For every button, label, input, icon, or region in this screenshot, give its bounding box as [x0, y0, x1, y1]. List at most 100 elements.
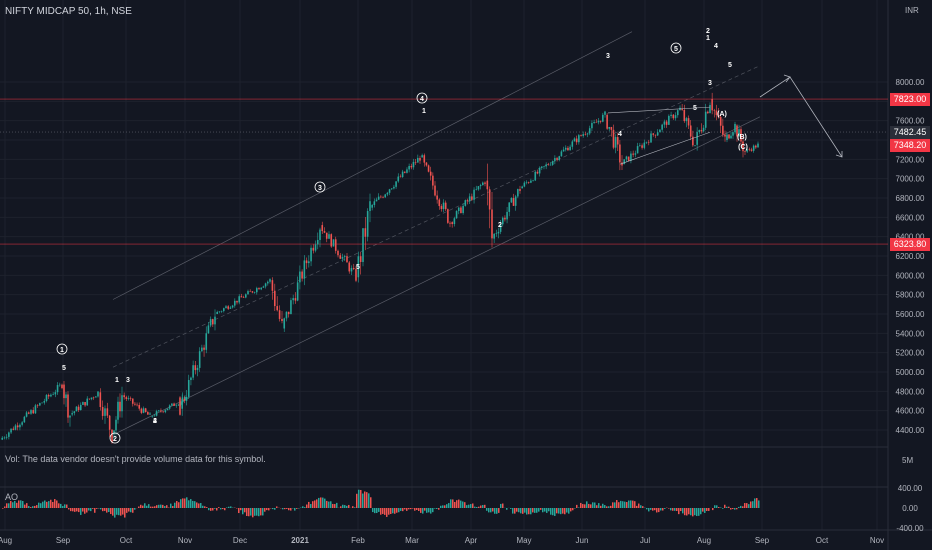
ao-label[interactable]: AO: [5, 492, 19, 502]
candle-body: [709, 104, 711, 114]
ao-bar: [552, 508, 554, 516]
candle-body: [661, 124, 663, 130]
ao-bar: [100, 508, 102, 510]
candle-body: [442, 202, 445, 210]
candle-body: [45, 394, 48, 401]
price-tick-label: 4600.00: [896, 407, 925, 416]
candle-body: [549, 164, 552, 166]
ao-bar: [12, 502, 14, 508]
ao-bar: [372, 508, 374, 513]
ao-bar: [308, 501, 310, 508]
price-tick-label: 5200.00: [896, 349, 925, 358]
ao-bar: [434, 508, 436, 509]
candle-body: [256, 288, 258, 293]
candle-body: [43, 400, 46, 403]
ao-bar: [754, 498, 756, 508]
ao-bar: [104, 508, 106, 511]
candle-body: [303, 260, 306, 279]
ao-bar: [492, 508, 494, 512]
candle-body: [508, 202, 511, 212]
ao-bar: [96, 508, 98, 509]
volume-axis-label: 5M: [902, 456, 913, 465]
ao-bar: [342, 504, 344, 508]
candle-body: [115, 419, 117, 431]
ao-tick-label: -400.00: [896, 524, 924, 533]
candle-body: [56, 385, 59, 393]
candle-body: [650, 133, 652, 143]
candle-body: [447, 209, 449, 223]
ao-bar: [556, 508, 558, 514]
candle-body: [67, 394, 69, 418]
candle-body: [283, 318, 286, 329]
ao-bar: [78, 508, 80, 513]
ao-bar: [244, 508, 246, 513]
candle-body: [328, 234, 330, 239]
ao-bar: [274, 508, 276, 510]
candle-body: [69, 415, 71, 418]
candle-body: [610, 127, 613, 130]
ao-bar: [744, 503, 746, 508]
time-tick-label: Sep: [56, 536, 71, 545]
ao-bar: [326, 500, 328, 508]
candle-body: [419, 157, 421, 161]
ao-bar: [664, 508, 666, 509]
ao-bar: [604, 505, 606, 508]
candle-body: [616, 137, 619, 145]
wave-label: 5: [356, 264, 360, 271]
ao-bar: [462, 501, 464, 508]
candle-body: [421, 155, 423, 158]
candle-body: [179, 397, 181, 415]
ao-bar: [446, 504, 448, 508]
ao-tick-label: 400.00: [898, 484, 923, 493]
candle-body: [290, 300, 292, 315]
ao-bar: [250, 508, 252, 516]
candle-body: [473, 189, 475, 200]
candle-body: [401, 171, 404, 178]
ao-bar: [588, 503, 590, 508]
trend-channel: [0, 31, 888, 436]
ao-bar: [662, 508, 664, 511]
candle-body: [106, 408, 109, 416]
candle-body: [380, 196, 382, 198]
ao-bar: [346, 505, 348, 508]
ao-bar: [294, 508, 296, 511]
candle-body: [599, 120, 602, 122]
candle-body: [108, 415, 111, 430]
ao-bar: [304, 507, 306, 508]
candle-body: [755, 145, 757, 148]
ao-bar: [622, 501, 624, 508]
candle-body: [410, 166, 413, 168]
candle-body: [121, 395, 123, 412]
wave-label: 1: [115, 377, 119, 384]
time-tick-label: Sep: [755, 536, 770, 545]
ao-bar: [138, 506, 140, 508]
ao-bar: [2, 508, 4, 509]
ao-bar: [14, 500, 16, 508]
candle-body: [160, 410, 162, 412]
candle-body: [623, 159, 626, 165]
wave-label: 3: [318, 185, 322, 192]
ao-bar: [420, 508, 422, 513]
candle-body: [373, 201, 376, 205]
ao-bar: [460, 500, 462, 508]
ao-bar: [656, 508, 658, 513]
ao-bar: [330, 501, 332, 508]
candle-body: [692, 136, 694, 146]
time-axis[interactable]: Aug Sep Oct Nov Dec 2021 Feb Mar Apr May Jun Jul Aug…: [0, 536, 884, 545]
ao-bar: [738, 506, 740, 508]
ao-bar: [486, 508, 488, 511]
candle-body: [440, 206, 443, 210]
candle-body: [736, 125, 738, 137]
candle-body: [619, 144, 621, 163]
candle-body: [656, 132, 659, 136]
candle-body: [432, 175, 434, 186]
candle-body: [464, 200, 467, 206]
symbol-title[interactable]: NIFTY MIDCAP 50, 1h, NSE: [5, 6, 132, 17]
ao-bar: [224, 508, 226, 511]
ao-bar: [386, 508, 388, 517]
candle-body: [567, 147, 569, 151]
ao-bar: [190, 499, 192, 508]
ao-bar: [524, 508, 526, 513]
ao-bar: [628, 500, 630, 508]
